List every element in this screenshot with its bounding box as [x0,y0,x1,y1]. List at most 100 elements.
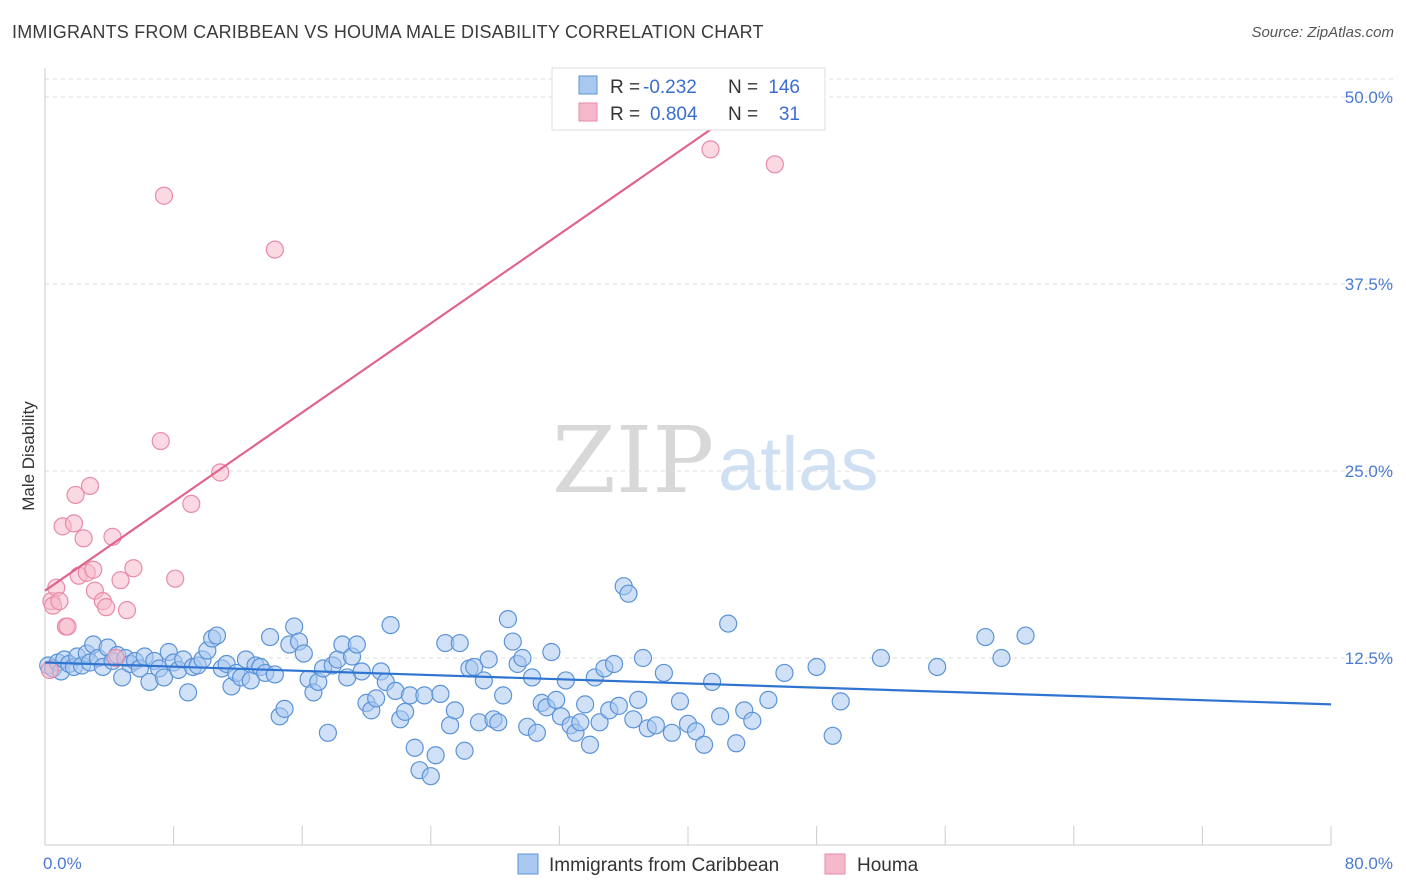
data-point-houma [106,648,125,668]
data-point-houma [265,240,284,259]
data-point-houma [50,592,69,611]
x-tick-label-max: 80.0% [1345,854,1393,873]
data-point-immigrants-from-caribbean [381,615,400,635]
data-point-immigrants-from-caribbean [503,632,522,651]
chart-title: IMMIGRANTS FROM CARIBBEAN VS HOUMA MALE … [12,22,764,42]
data-point-immigrants-from-caribbean [347,635,366,654]
y-axis-ticks: 12.5% 25.0% 37.5% 50.0% [1345,88,1393,668]
data-point-houma [84,560,103,579]
legend-r-label-pink: R = [610,104,640,125]
data-point-immigrants-from-caribbean [619,584,638,603]
y-tick-label: 25.0% [1345,462,1393,481]
trend-line-immigrants-from-caribbean [44,661,1332,706]
data-point-houma [96,598,116,617]
series-immigrants-from-caribbean [39,577,1035,786]
data-point-immigrants-from-caribbean [415,686,434,705]
data-point-immigrants-from-caribbean [275,699,294,718]
data-point-houma [111,571,130,590]
data-point-immigrants-from-caribbean [670,692,690,711]
legend-swatch-pink [578,102,598,122]
data-point-immigrants-from-caribbean [547,690,566,709]
correlation-legend: R = -0.232 N = 146 R = 0.804 N = 31 [551,67,826,131]
data-point-immigrants-from-caribbean [207,626,227,645]
data-point-houma [117,601,137,620]
data-point-houma [151,431,170,451]
data-point-houma [40,660,59,680]
data-point-immigrants-from-caribbean [513,648,532,668]
data-point-immigrants-from-caribbean [743,711,762,730]
data-point-immigrants-from-caribbean [113,668,132,687]
data-point-immigrants-from-caribbean [405,738,424,757]
data-point-immigrants-from-caribbean [455,741,474,760]
data-point-immigrants-from-caribbean [646,716,665,735]
data-point-houma [80,476,100,496]
data-point-immigrants-from-caribbean [178,683,198,702]
data-point-immigrants-from-caribbean [775,663,794,683]
data-point-immigrants-from-caribbean [654,663,673,683]
watermark-zip: ZIP [552,407,714,514]
bottom-legend-swatch-pink [824,853,846,875]
data-point-immigrants-from-caribbean [694,735,714,754]
data-point-immigrants-from-caribbean [703,672,722,692]
data-point-immigrants-from-caribbean [629,690,648,709]
data-point-immigrants-from-caribbean [431,684,450,704]
y-tick-label: 37.5% [1345,275,1393,294]
data-point-immigrants-from-caribbean [686,722,706,741]
data-point-immigrants-from-caribbean [719,614,738,633]
data-point-immigrants-from-caribbean [260,627,280,647]
data-point-immigrants-from-caribbean [445,701,465,720]
grid-lines [45,78,1393,659]
data-point-houma [66,485,85,505]
y-axis-label: Male Disability [19,401,38,511]
data-point-immigrants-from-caribbean [542,642,561,662]
data-point-immigrants-from-caribbean [604,654,624,674]
data-point-houma [166,569,185,588]
data-point-immigrants-from-caribbean [576,695,595,714]
watermark-atlas: atlas [718,422,879,507]
x-axis-tick-marks [44,826,1332,845]
data-point-immigrants-from-caribbean [831,692,850,711]
data-point-immigrants-from-caribbean [976,627,995,647]
data-point-immigrants-from-caribbean [395,702,415,721]
data-point-immigrants-from-caribbean [624,710,643,729]
legend-swatch-blue [578,75,598,95]
data-point-immigrants-from-caribbean [928,657,947,677]
data-point-immigrants-from-caribbean [352,662,371,681]
data-point-immigrants-from-caribbean [498,610,518,629]
data-point-immigrants-from-caribbean [871,648,891,668]
data-point-houma [154,186,174,205]
legend-n-label-blue: N = [728,77,758,98]
data-point-immigrants-from-caribbean [494,686,513,705]
data-point-immigrants-from-caribbean [479,650,498,669]
data-point-immigrants-from-caribbean [727,734,746,753]
legend-n-value-blue: 146 [768,77,800,98]
legend-r-value-blue: -0.232 [643,77,697,98]
data-point-houma [124,559,143,578]
data-point-immigrants-from-caribbean [992,648,1011,668]
data-point-immigrants-from-caribbean [294,644,313,663]
bottom-legend-label-blue: Immigrants from Caribbean [549,855,779,876]
data-point-immigrants-from-caribbean [367,689,386,708]
data-point-immigrants-from-caribbean [580,735,600,754]
data-point-houma [74,529,93,548]
legend-n-value-pink: 31 [779,104,800,125]
data-point-immigrants-from-caribbean [711,707,730,726]
legend-n-label-pink: N = [728,104,758,125]
data-point-immigrants-from-caribbean [571,713,590,732]
data-point-houma [211,463,230,482]
x-tick-label-min: 0.0% [43,854,82,873]
data-point-immigrants-from-caribbean [318,723,338,742]
data-point-immigrants-from-caribbean [265,665,284,684]
data-point-immigrants-from-caribbean [759,690,778,709]
trend-lines [44,88,1332,706]
data-point-houma [64,514,84,533]
bottom-legend-label-pink: Houma [857,855,919,876]
data-point-immigrants-from-caribbean [590,713,609,732]
data-point-houma [182,494,201,514]
legend-r-value-pink: 0.804 [650,104,698,125]
series-legend: Immigrants from Caribbean Houma [517,853,919,876]
bottom-legend-swatch-blue [517,853,539,875]
y-tick-label: 50.0% [1345,88,1393,107]
data-point-immigrants-from-caribbean [662,723,682,742]
